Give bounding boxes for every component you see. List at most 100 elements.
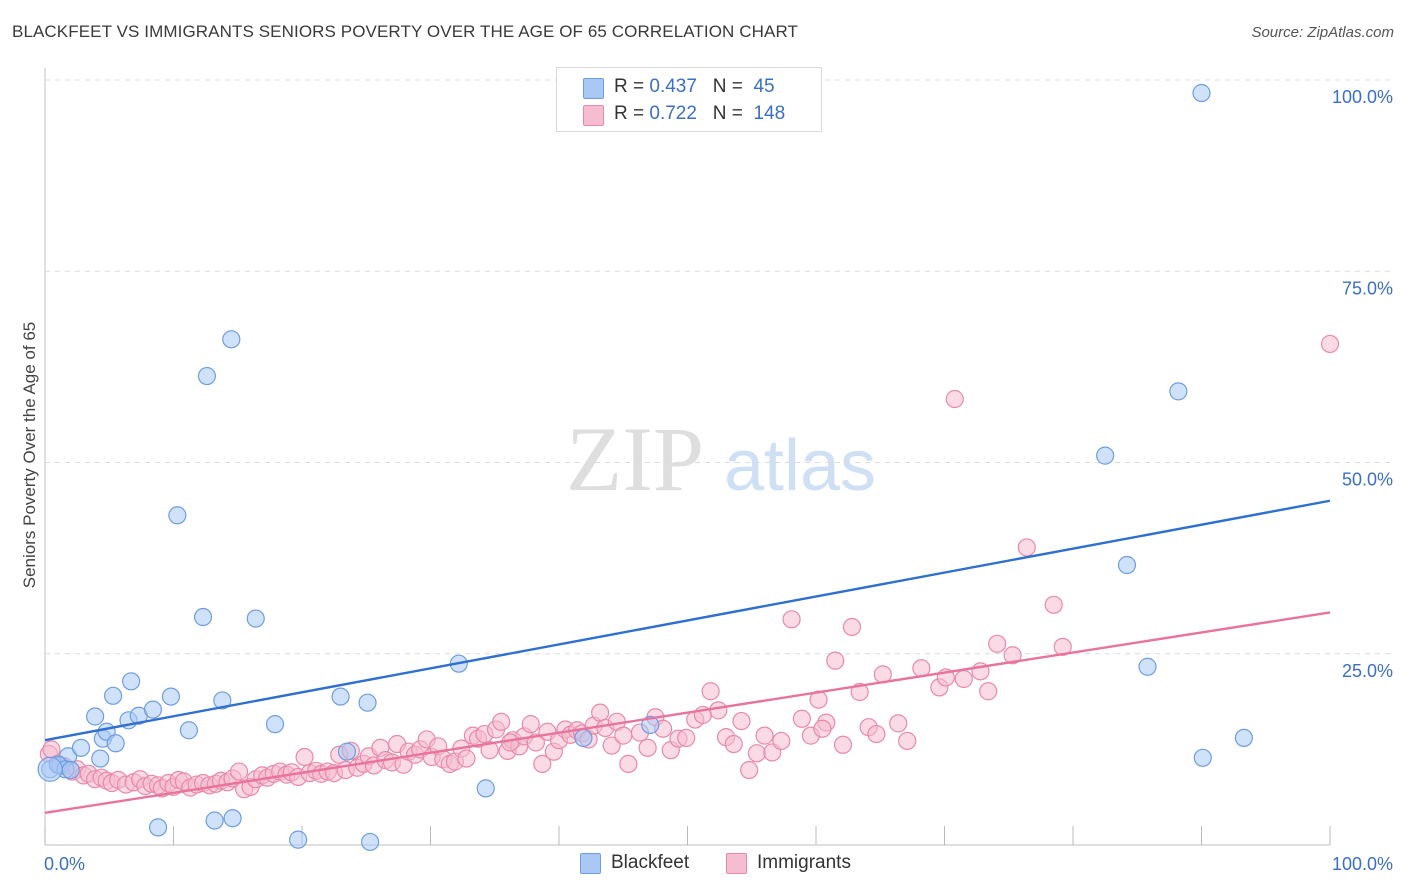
point-immigrants	[602, 736, 621, 755]
point-immigrants	[988, 634, 1007, 653]
point-immigrants	[295, 747, 314, 767]
point-blackfeet	[86, 707, 105, 726]
point-blackfeet	[641, 715, 660, 734]
watermark-zip: ZIP	[566, 408, 704, 510]
point-immigrants	[591, 703, 610, 722]
tick-labels: 25.0% 50.0% 75.0% 100.0% 0.0% 100.0%	[44, 87, 1393, 874]
point-blackfeet	[161, 687, 181, 706]
point-blackfeet	[61, 760, 80, 780]
point-blackfeet	[1193, 748, 1212, 767]
legend-label-blackfeet: Blackfeet	[611, 852, 690, 873]
point-immigrants	[945, 389, 964, 409]
point-blackfeet	[265, 715, 285, 734]
point-immigrants	[954, 669, 973, 689]
legend-label-immigrants: Immigrants	[757, 852, 851, 873]
trend-line-blackfeet	[44, 499, 1331, 742]
legend-swatch-immigrants	[583, 105, 604, 126]
watermark-atlas: atlas	[724, 426, 876, 506]
point-immigrants	[772, 731, 791, 751]
point-blackfeet	[1192, 83, 1211, 103]
watermark: ZIP atlas	[566, 408, 876, 510]
point-immigrants	[526, 733, 545, 752]
r-label: R =	[614, 76, 645, 97]
legend-swatch-blackfeet	[580, 853, 601, 874]
point-immigrants	[677, 728, 696, 748]
point-immigrants	[979, 682, 998, 701]
grid-lines	[45, 79, 1395, 655]
n-value: 148	[753, 103, 786, 124]
point-blackfeet	[91, 749, 110, 768]
point-blackfeet	[213, 691, 232, 710]
r-value: 0.437	[649, 76, 697, 97]
point-immigrants	[842, 617, 862, 637]
point-immigrants	[480, 741, 499, 760]
axes	[44, 68, 1331, 846]
point-blackfeet	[205, 811, 224, 830]
point-immigrants	[521, 715, 540, 734]
point-immigrants	[724, 734, 743, 754]
x-tick-label: 100.0%	[1332, 854, 1393, 874]
r-value: 0.722	[649, 103, 697, 124]
n-value: 45	[753, 76, 775, 97]
n-label: N =	[712, 103, 743, 124]
point-immigrants	[782, 610, 801, 629]
point-immigrants	[701, 682, 720, 701]
point-blackfeet	[121, 672, 141, 691]
x-tick-label: 0.0%	[44, 854, 85, 874]
point-blackfeet	[289, 830, 308, 849]
y-tick-label: 100.0%	[1332, 87, 1393, 107]
point-blackfeet	[197, 366, 217, 386]
point-immigrants	[533, 754, 552, 774]
y-tick-label: 25.0%	[1342, 661, 1393, 681]
point-blackfeet	[1096, 446, 1115, 465]
point-immigrants	[792, 709, 811, 728]
point-immigrants	[614, 726, 633, 745]
point-immigrants	[833, 735, 853, 754]
point-blackfeet	[71, 738, 91, 757]
point-immigrants	[898, 731, 917, 751]
point-immigrants	[229, 762, 249, 781]
point-blackfeet	[193, 607, 213, 627]
point-blackfeet	[222, 330, 241, 349]
data-points	[37, 83, 1340, 852]
legend-swatch-immigrants	[726, 853, 747, 874]
point-blackfeet	[331, 687, 350, 706]
point-immigrants	[740, 760, 759, 780]
point-blackfeet	[1117, 555, 1137, 575]
r-label: R =	[614, 103, 645, 124]
point-blackfeet	[1169, 382, 1188, 401]
y-tick-label: 50.0%	[1342, 470, 1393, 490]
point-immigrants	[867, 724, 886, 744]
point-blackfeet	[476, 779, 495, 798]
point-immigrants	[638, 738, 657, 757]
point-immigrants	[619, 754, 638, 774]
point-immigrants	[1017, 538, 1036, 557]
point-immigrants	[850, 682, 869, 702]
point-immigrants	[1320, 334, 1340, 354]
point-blackfeet	[148, 818, 168, 837]
point-immigrants	[813, 719, 832, 738]
point-immigrants	[755, 726, 774, 745]
correlation-legend: R = 0.437 N = 45 R = 0.722 N = 148	[556, 67, 822, 132]
point-blackfeet	[337, 742, 357, 761]
point-immigrants	[709, 701, 728, 720]
point-immigrants	[492, 712, 511, 731]
point-blackfeet	[106, 734, 125, 753]
legend-swatch-blackfeet	[583, 78, 604, 99]
point-blackfeet	[179, 721, 199, 740]
point-blackfeet	[143, 700, 163, 719]
point-immigrants	[1053, 637, 1072, 656]
point-blackfeet	[574, 728, 593, 748]
point-blackfeet	[104, 686, 123, 705]
point-blackfeet	[358, 693, 377, 712]
n-label: N =	[712, 76, 743, 97]
y-tick-label: 75.0%	[1342, 278, 1393, 298]
point-immigrants	[457, 749, 476, 768]
point-blackfeet	[223, 809, 242, 828]
y-axis-label: Seniors Poverty Over the Age of 65	[20, 322, 39, 588]
point-blackfeet	[1138, 657, 1157, 676]
point-immigrants	[826, 651, 845, 670]
trend-line-immigrants	[44, 611, 1331, 815]
source-label: Source: ZipAtlas.com	[1251, 24, 1394, 41]
point-blackfeet	[1234, 728, 1254, 748]
